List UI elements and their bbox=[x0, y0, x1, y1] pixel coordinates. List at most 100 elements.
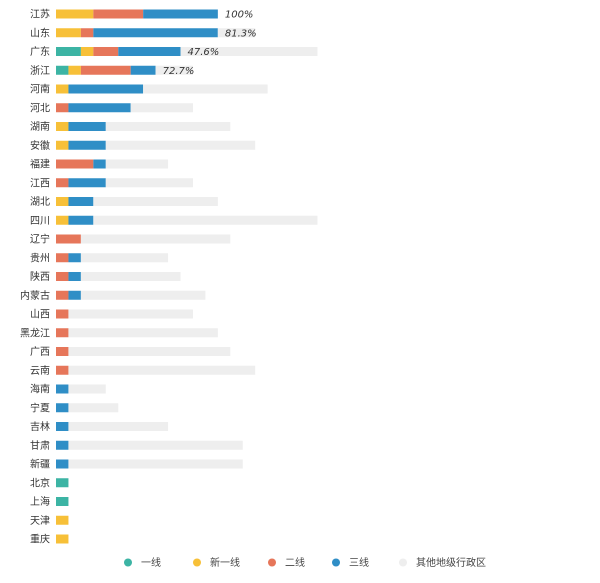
bar-segment bbox=[143, 9, 218, 19]
category-label: 贵州 bbox=[30, 251, 50, 264]
bar-segment bbox=[68, 422, 169, 431]
percentage-label: 47.6% bbox=[188, 47, 220, 58]
legend-label: 一线 bbox=[141, 556, 161, 569]
category-label: 陕西 bbox=[30, 270, 50, 283]
category-label: 重庆 bbox=[30, 533, 50, 546]
category-label: 江苏 bbox=[30, 8, 50, 21]
bar-segment bbox=[56, 347, 69, 356]
bar-segment bbox=[68, 403, 119, 413]
bar-segment bbox=[56, 84, 69, 94]
bar-segment bbox=[68, 253, 81, 263]
bar-segment bbox=[68, 272, 81, 281]
bar-segment bbox=[93, 9, 144, 19]
bar-segment bbox=[143, 84, 268, 94]
bar-segment bbox=[68, 140, 106, 150]
bar-segment bbox=[68, 84, 144, 94]
bar-segment bbox=[56, 328, 69, 338]
category-label: 河南 bbox=[30, 83, 50, 96]
bar-segment bbox=[56, 403, 69, 413]
bar-segment bbox=[68, 347, 231, 356]
bar-segment bbox=[80, 272, 181, 281]
bar-segment bbox=[68, 290, 81, 300]
bar-segment bbox=[80, 234, 231, 244]
category-label: 山西 bbox=[30, 309, 50, 321]
legend-marker bbox=[399, 558, 407, 567]
bar-segment bbox=[80, 290, 206, 300]
percentage-label: 100% bbox=[225, 10, 254, 21]
category-label: 广东 bbox=[30, 45, 50, 58]
bar-segment bbox=[180, 47, 318, 56]
bar-segment bbox=[56, 384, 69, 394]
legend-marker bbox=[268, 558, 276, 567]
bar-segment bbox=[56, 9, 94, 19]
legend-marker bbox=[193, 558, 201, 567]
bar-segment bbox=[93, 28, 218, 38]
bar-segment bbox=[56, 290, 69, 300]
bar-segment bbox=[56, 497, 69, 506]
category-label: 海南 bbox=[30, 383, 50, 396]
bar-segment bbox=[56, 159, 94, 169]
bar-segment bbox=[68, 440, 243, 450]
percentage-label: 72.7% bbox=[163, 66, 195, 77]
category-label: 湖南 bbox=[30, 120, 50, 133]
bar-segment bbox=[56, 272, 69, 281]
bar-segment bbox=[56, 459, 69, 469]
bar-segment bbox=[56, 197, 69, 206]
bar-segment bbox=[56, 28, 81, 38]
bar-segment bbox=[80, 253, 169, 263]
bar-segment bbox=[68, 215, 94, 225]
category-label: 上海 bbox=[30, 495, 50, 508]
bar-segment bbox=[93, 197, 218, 206]
bar-segment bbox=[68, 122, 106, 131]
bar-segment bbox=[56, 365, 69, 375]
category-label: 福建 bbox=[30, 158, 50, 171]
category-label: 河北 bbox=[30, 102, 50, 114]
bar-segment bbox=[68, 365, 256, 375]
bar-segment bbox=[68, 384, 106, 394]
category-label: 内蒙古 bbox=[20, 289, 50, 302]
bar-segment bbox=[56, 215, 69, 225]
bar-segment bbox=[68, 197, 94, 206]
bar-segment bbox=[56, 140, 69, 150]
category-label: 云南 bbox=[30, 364, 50, 377]
bar-segment bbox=[56, 47, 81, 56]
bar-segment bbox=[93, 47, 119, 56]
category-label: 广西 bbox=[30, 346, 50, 358]
bar-segment bbox=[130, 103, 193, 113]
bar-segment bbox=[56, 515, 69, 525]
bar-segment bbox=[217, 28, 256, 38]
legend: 一线 新一线 二线 三线 其他地级行政区 bbox=[124, 556, 486, 569]
bar-segment bbox=[93, 159, 106, 169]
bar-segment bbox=[68, 65, 81, 75]
bar-segment bbox=[56, 178, 69, 188]
category-label: 吉林 bbox=[30, 420, 50, 433]
bar-segment bbox=[130, 65, 156, 75]
bar-segment bbox=[68, 328, 218, 338]
bar-segment bbox=[105, 140, 256, 150]
category-labels: 江苏山东广东浙江河南河北湖南安徽福建江西湖北四川辽宁贵州陕西内蒙古山西黑龙江广西… bbox=[20, 8, 50, 546]
bar-segment bbox=[56, 103, 69, 113]
category-label: 江西 bbox=[30, 177, 50, 189]
bar-segment bbox=[56, 65, 69, 75]
bar-segment bbox=[80, 65, 131, 75]
percentage-label: 81.3% bbox=[225, 28, 257, 39]
legend-label: 二线 bbox=[285, 556, 305, 569]
bar-segment bbox=[105, 122, 231, 131]
bar-segment bbox=[56, 478, 69, 488]
bar-segment bbox=[56, 253, 69, 263]
category-label: 浙江 bbox=[30, 65, 50, 77]
category-label: 辽宁 bbox=[30, 233, 50, 246]
category-label: 山东 bbox=[30, 26, 50, 39]
category-label: 天津 bbox=[30, 515, 50, 527]
legend-label: 三线 bbox=[349, 556, 369, 569]
bar-segment bbox=[68, 309, 193, 319]
bar-segment bbox=[68, 178, 106, 188]
bar-segment bbox=[105, 178, 193, 188]
bar-segment bbox=[80, 28, 94, 38]
legend-marker bbox=[332, 558, 340, 567]
category-label: 新疆 bbox=[30, 458, 50, 471]
percentage-annotations: 100% 81.3% 47.6% 72.7% bbox=[163, 10, 257, 77]
bar-segment bbox=[56, 422, 69, 431]
legend-label: 其他地级行政区 bbox=[416, 556, 486, 569]
